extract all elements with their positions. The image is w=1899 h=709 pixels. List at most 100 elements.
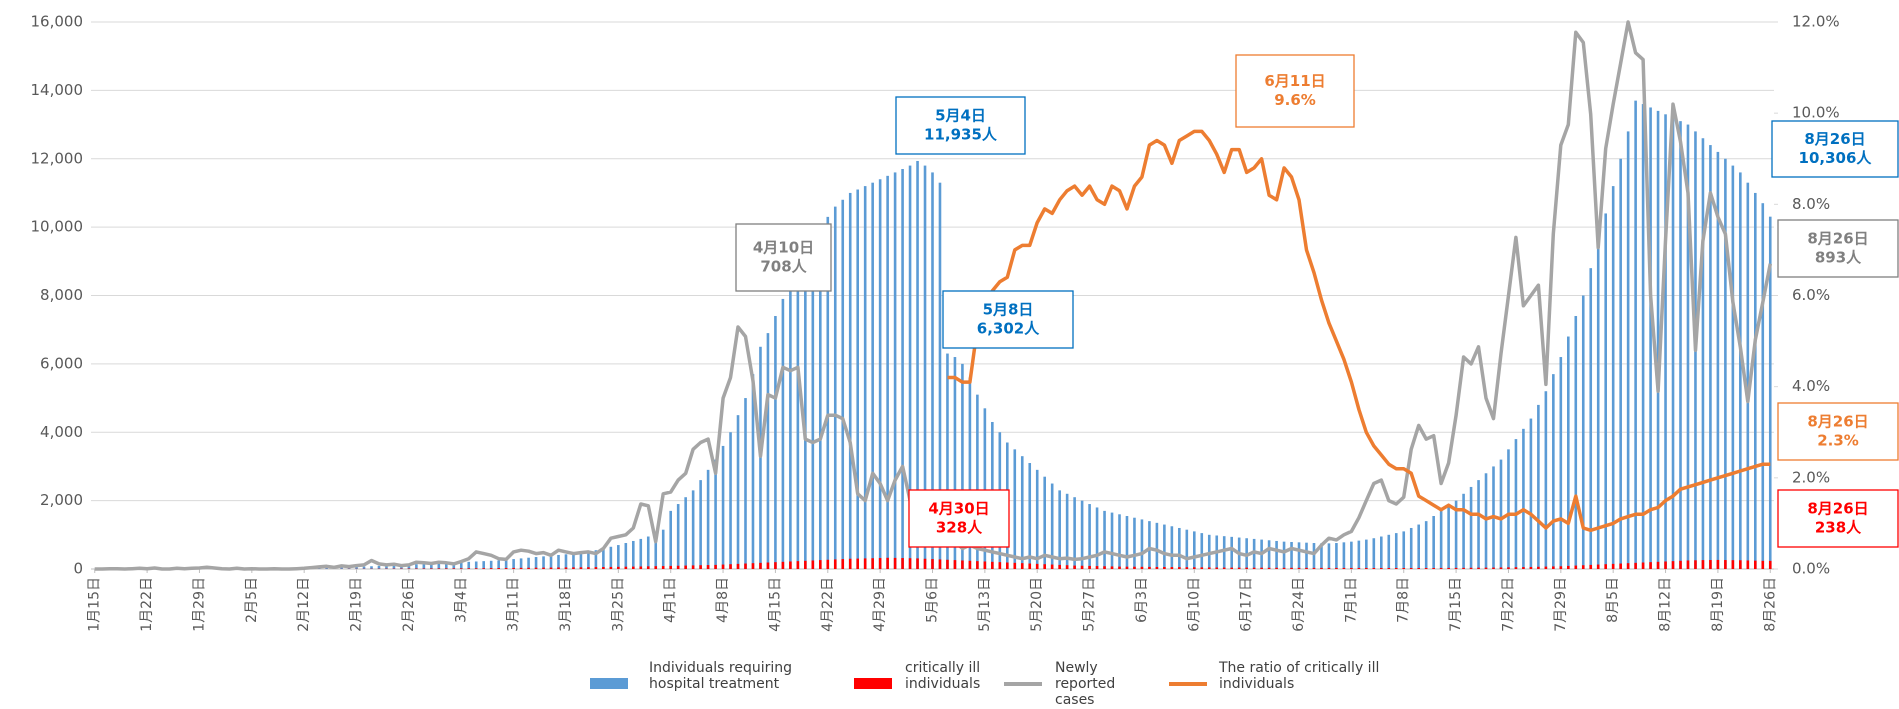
bar: [489, 568, 493, 569]
bar: [856, 558, 859, 569]
y-tick-label: 8,000: [40, 286, 83, 304]
x-tick-label: 8月12日: [1658, 577, 1674, 632]
bar: [1215, 567, 1219, 569]
bar: [1701, 138, 1705, 570]
bar: [1522, 567, 1525, 569]
x-tick-label: 2月26日: [401, 577, 417, 632]
bar: [1754, 560, 1757, 569]
bar: [1409, 567, 1413, 569]
bar: [1133, 517, 1136, 569]
bar: [916, 160, 919, 570]
bar: [1447, 505, 1450, 569]
bar: [474, 561, 478, 569]
bar: [459, 562, 463, 569]
bar: [819, 560, 822, 569]
bar: [819, 230, 822, 569]
bar: [519, 558, 523, 569]
bar: [1170, 567, 1174, 569]
bar: [1529, 566, 1533, 569]
bar: [1140, 519, 1144, 569]
bar: [1110, 566, 1114, 569]
bar: [512, 567, 515, 569]
annotation-text: 5月8日: [983, 301, 1034, 319]
bar: [1193, 567, 1196, 569]
x-tick-label: 7月22日: [1500, 577, 1516, 632]
bar: [1499, 459, 1503, 569]
bar: [624, 566, 628, 569]
bar: [624, 543, 628, 569]
x-tick-label: 5月20日: [1029, 577, 1045, 632]
bar: [923, 558, 927, 569]
bar: [968, 560, 972, 569]
bar: [1125, 516, 1129, 569]
bar: [617, 545, 620, 569]
bar: [886, 175, 889, 569]
bar: [931, 559, 934, 569]
bar: [1394, 533, 1398, 569]
x-tick-label: 4月29日: [872, 577, 888, 632]
bar: [1716, 151, 1720, 569]
legend-label: Newly reported cases: [1055, 660, 1116, 708]
annotation-box: [735, 223, 832, 292]
bar: [370, 566, 373, 569]
bar: [1671, 561, 1675, 569]
bar: [422, 568, 426, 569]
bar: [355, 566, 358, 569]
bar: [482, 568, 485, 569]
bar: [407, 564, 411, 569]
annotation-text: 4月10日: [753, 239, 814, 257]
x-tick-label: 6月3日: [1134, 577, 1150, 623]
bar: [983, 408, 987, 569]
bar: [1641, 562, 1645, 569]
bar: [1709, 560, 1712, 569]
bar: [1619, 563, 1622, 569]
bar: [1365, 539, 1368, 569]
bar: [542, 556, 545, 569]
bar: [564, 567, 568, 569]
bar: [1327, 543, 1331, 569]
bar: [938, 182, 942, 569]
annotation-text: 6月11日: [1264, 72, 1325, 90]
bar: [1731, 560, 1735, 569]
x-tick-label: 4月8日: [715, 577, 731, 623]
bar: [1724, 158, 1727, 569]
bar: [721, 445, 725, 569]
bar: [1484, 567, 1488, 569]
bar: [744, 398, 747, 569]
bar: [1178, 567, 1181, 569]
bar: [467, 561, 471, 569]
bar: [377, 565, 381, 569]
bar: [766, 562, 770, 569]
y2-tick-label: 4.0%: [1792, 377, 1830, 395]
x-tick-label: 4月22日: [820, 577, 836, 632]
x-tick-label: 7月15日: [1448, 577, 1464, 632]
bar: [1133, 566, 1136, 569]
bar: [1641, 104, 1645, 570]
bar: [1462, 493, 1465, 569]
bar: [1148, 521, 1151, 569]
bar: [1537, 404, 1540, 569]
bar: [871, 558, 874, 569]
bar: [1656, 561, 1660, 569]
bar: [863, 558, 867, 569]
bar: [953, 560, 957, 569]
bar: [1537, 566, 1540, 569]
bar: [587, 551, 590, 569]
bar: [736, 563, 740, 569]
bar: [1499, 567, 1503, 569]
bar: [594, 567, 598, 569]
annotation-text: 328人: [936, 519, 983, 537]
bar: [452, 568, 456, 569]
bar: [1065, 493, 1069, 569]
y-tick-label: 6,000: [40, 354, 83, 372]
bar: [1634, 100, 1637, 569]
bar: [1477, 480, 1480, 569]
bar: [1365, 567, 1368, 569]
bar: [1207, 567, 1211, 569]
x-tick-label: 5月13日: [977, 577, 993, 632]
bar: [1282, 541, 1286, 569]
bar: [878, 558, 882, 569]
bar: [946, 353, 949, 569]
bar: [430, 568, 433, 569]
legend-label: The ratio of critically ill individuals: [1219, 660, 1380, 692]
